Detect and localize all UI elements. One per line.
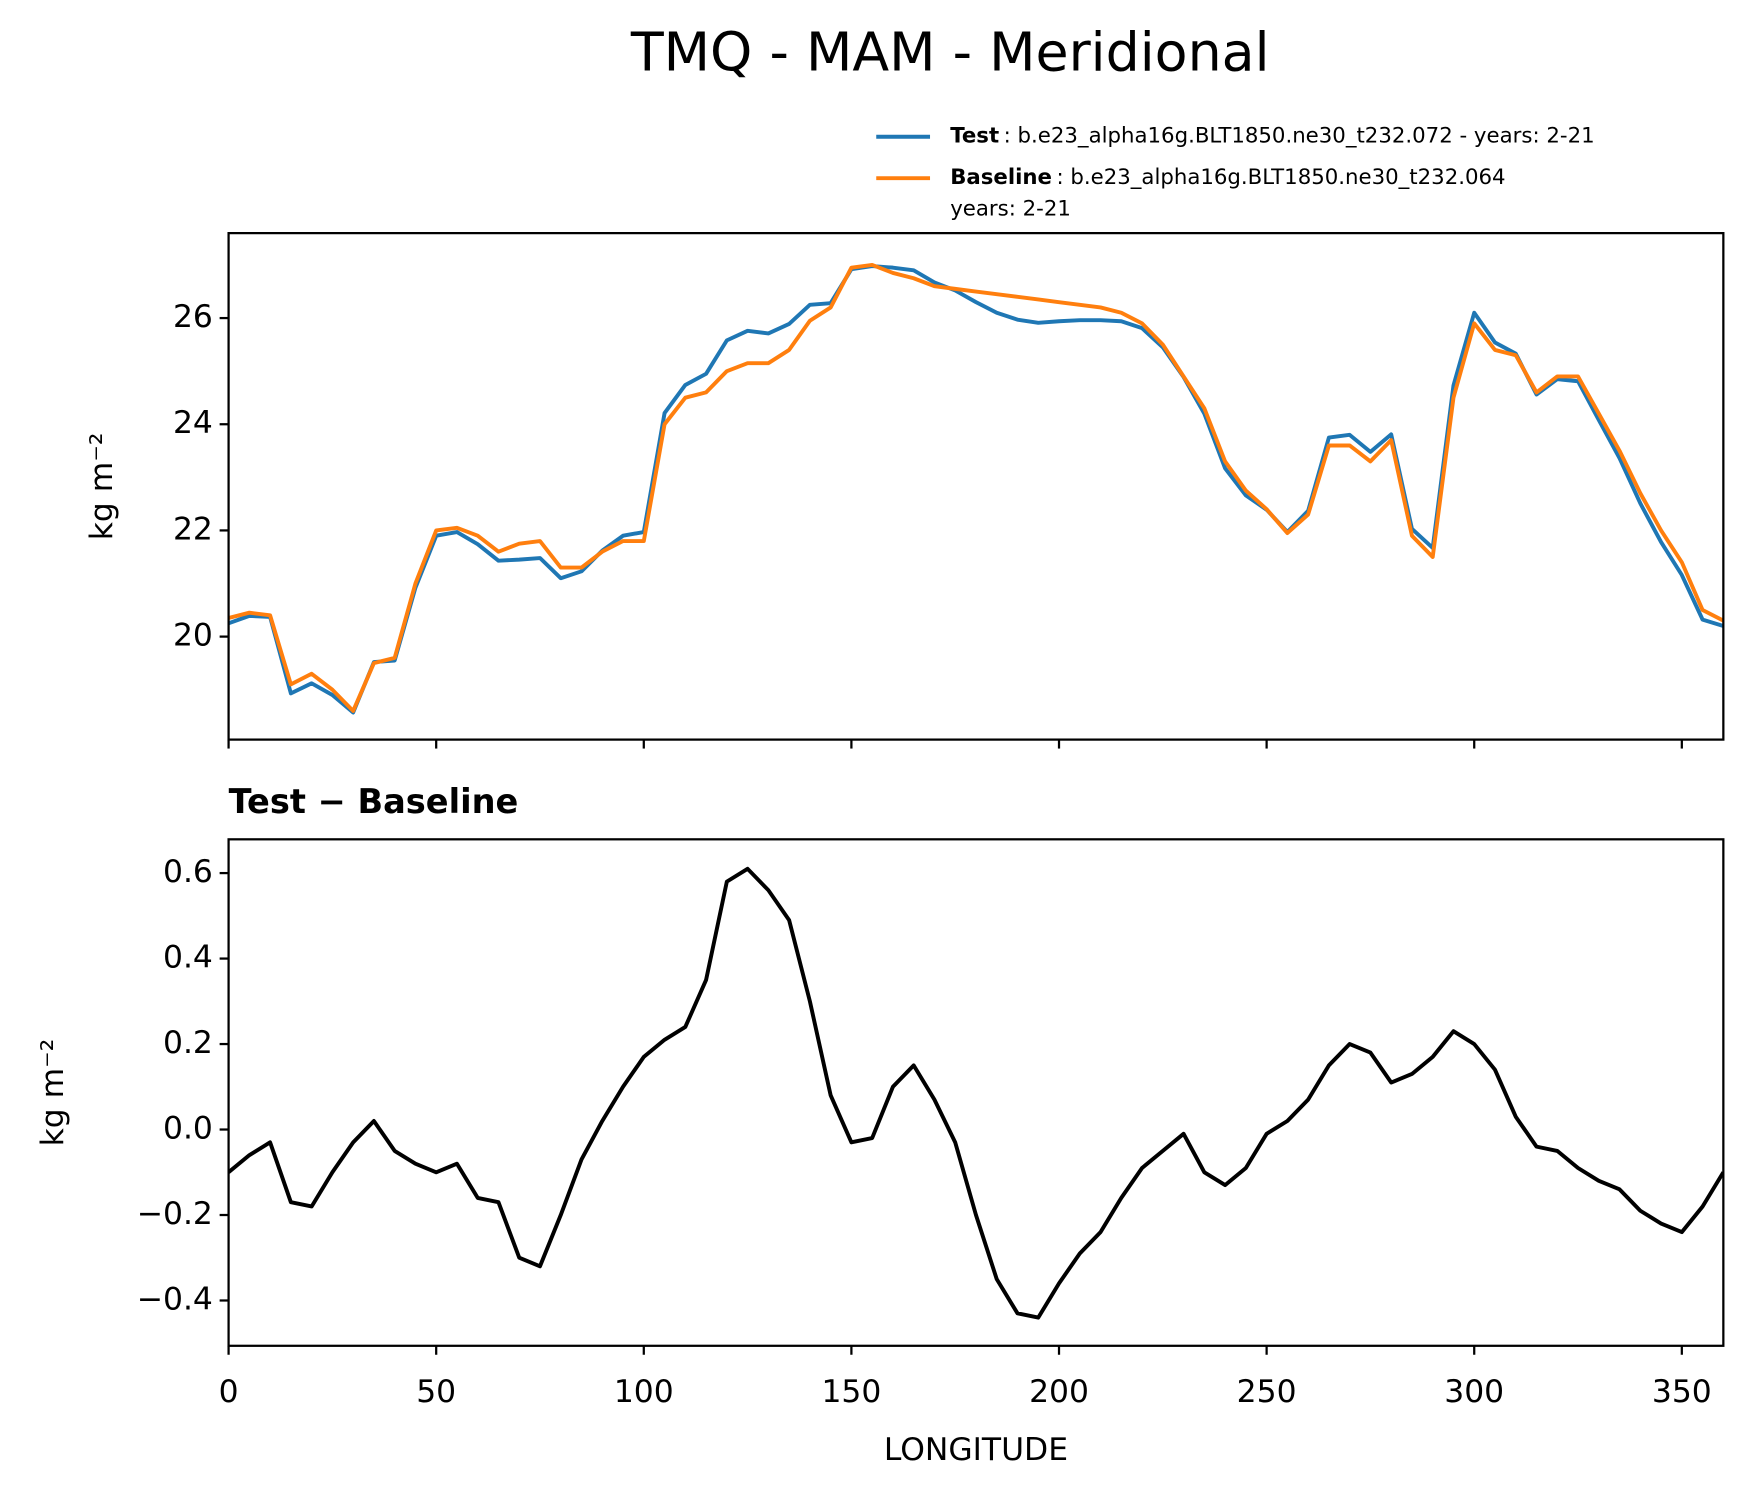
y-axis-label: kg m⁻² [35,1039,71,1147]
data-line [228,263,1724,713]
y-tick-label: 26 [173,299,213,335]
x-tick-label: 250 [1237,1374,1297,1410]
y-tick-label: 24 [173,405,213,441]
figure-title: TMQ - MAM - Meridional [630,21,1270,84]
y-tick-label: −0.2 [137,1196,213,1232]
x-tick-label: 200 [1029,1374,1089,1410]
x-tick-label: 350 [1652,1374,1712,1410]
axes-title: Test − Baseline [229,782,519,821]
axes-frame [227,838,1725,1347]
x-axis-label: LONGITUDE [884,1432,1068,1468]
legend-name: Baseline [950,165,1052,190]
x-tick-label: 0 [219,1374,239,1410]
data-line [228,866,1724,1320]
axes-frame [227,232,1725,741]
legend-name: Test [950,124,999,149]
y-axis-label: kg m⁻² [84,433,120,541]
legend-label: : b.e23_alpha16g.BLT1850.ne30_t232.072 -… [1004,124,1595,149]
y-tick-label: 0.2 [163,1025,213,1061]
y-tick-label: 0.6 [163,854,213,890]
y-tick-label: 20 [173,618,213,654]
legend-label: : b.e23_alpha16g.BLT1850.ne30_t232.064 [1056,165,1505,190]
y-tick-label: 22 [173,511,213,547]
y-tick-label: 0.0 [163,1111,213,1147]
x-tick-label: 100 [614,1374,674,1410]
x-tick-label: 50 [416,1374,456,1410]
data-line [228,264,1724,715]
y-tick-label: −0.4 [137,1281,213,1317]
x-tick-label: 300 [1444,1374,1504,1410]
legend-label: years: 2-21 [950,197,1071,222]
y-tick-label: 0.4 [163,940,213,976]
x-tick-label: 150 [821,1374,881,1410]
